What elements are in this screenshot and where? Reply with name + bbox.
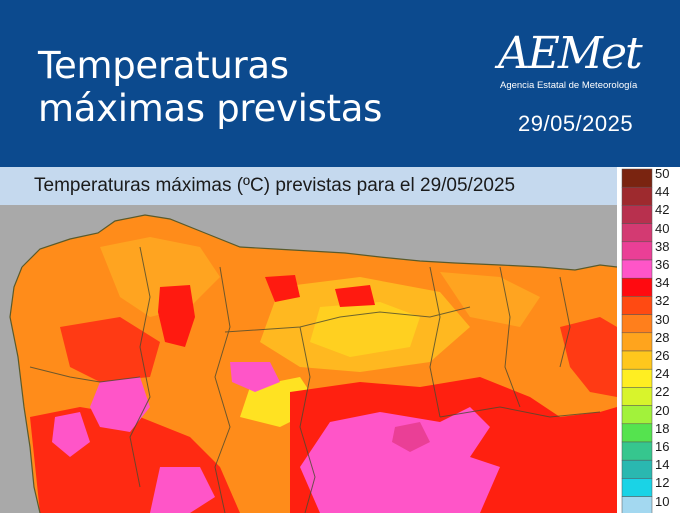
temp-zone-36a	[90, 377, 150, 432]
legend-label-34: 34	[655, 275, 670, 291]
legend-swatch-50	[621, 168, 653, 188]
legend-label-36: 36	[655, 257, 670, 272]
temp-zone-32a	[158, 285, 195, 347]
temp-zone-36e	[150, 467, 215, 513]
temp-zone-32c	[335, 285, 375, 307]
legend-swatch-14	[621, 459, 653, 479]
legend-swatch-16	[621, 441, 653, 461]
logo-wordmark: AEMet	[498, 28, 643, 79]
legend-label-30: 30	[655, 311, 670, 327]
legend-label-24: 24	[655, 366, 670, 382]
legend-label-42: 42	[655, 202, 670, 218]
legend-swatch-36	[621, 259, 653, 279]
legend-swatch-42	[621, 205, 653, 224]
temperature-map: Temperaturas máximas (ºC) previstas para…	[0, 167, 617, 513]
legend-swatch-12	[621, 478, 653, 497]
legend-label-28: 28	[655, 329, 670, 345]
legend-label-50: 50	[655, 166, 670, 181]
map-graphic	[0, 167, 617, 513]
map-title-bar: Temperaturas máximas (ºC) previstas para…	[0, 167, 617, 205]
title-line-2: máximas previstas	[38, 87, 383, 130]
forecast-date: 29/05/2025	[518, 111, 634, 136]
temp-zone-38	[392, 422, 430, 452]
legend-swatch-40	[621, 223, 653, 243]
legend-swatch-10	[621, 496, 653, 513]
legend-label-26: 26	[655, 348, 670, 363]
legend-label-32: 32	[655, 293, 670, 309]
temp-zone-28c	[440, 272, 540, 327]
coastline-west	[9, 266, 41, 513]
temp-zone-32d	[60, 317, 160, 382]
legend-swatch-32	[621, 296, 653, 315]
coastline	[21, 214, 617, 271]
map-title: Temperaturas máximas (ºC) previstas para…	[34, 175, 516, 196]
legend-label-18: 18	[655, 420, 670, 436]
title-line-1: Temperaturas	[38, 44, 289, 87]
legend-swatch-18	[621, 423, 653, 443]
legend-swatch-34	[621, 277, 653, 297]
legend-label-22: 22	[655, 384, 670, 400]
legend-label-14: 14	[655, 457, 670, 473]
page-title: Temperaturas máximas previstas	[38, 44, 382, 130]
legend-swatch-28	[621, 332, 653, 352]
temp-zone-36c	[300, 407, 500, 513]
temp-zone-32f	[560, 317, 617, 397]
logo-subtitle: Agencia Estatal de Meteorología	[500, 80, 638, 91]
temp-zone-26	[310, 302, 420, 357]
legend-label-20: 20	[655, 402, 670, 418]
legend-scale	[621, 168, 653, 513]
legend-label-44: 44	[655, 184, 670, 200]
temp-zone-36d	[52, 412, 90, 457]
legend-label-16: 16	[655, 439, 670, 454]
legend-label-38: 38	[655, 238, 670, 254]
legend-swatch-38	[621, 241, 653, 261]
legend-swatch-30	[621, 314, 653, 334]
boundary-lines	[29, 246, 601, 513]
legend-swatch-44	[621, 186, 653, 206]
temperature-legend: 50 44 42 40 38 36 34 32 30 28 26 24 22 20 18 16 14 12 10	[620, 167, 680, 513]
legend-swatch-20	[621, 405, 653, 425]
legend-swatch-26	[621, 350, 653, 370]
aemet-logo: AEMet Agencia Estatal de Meteorología	[498, 28, 648, 92]
legend-label-12: 12	[655, 475, 670, 491]
legend-swatch-24	[621, 368, 653, 388]
temp-zone-36b	[230, 362, 280, 392]
legend-label-10: 10	[655, 493, 670, 509]
legend-label-40: 40	[655, 220, 670, 236]
header-banner: Temperaturas máximas previstas AEMet Age…	[0, 0, 680, 167]
temp-zone-32b	[265, 275, 300, 302]
legend-swatch-22	[621, 387, 653, 406]
